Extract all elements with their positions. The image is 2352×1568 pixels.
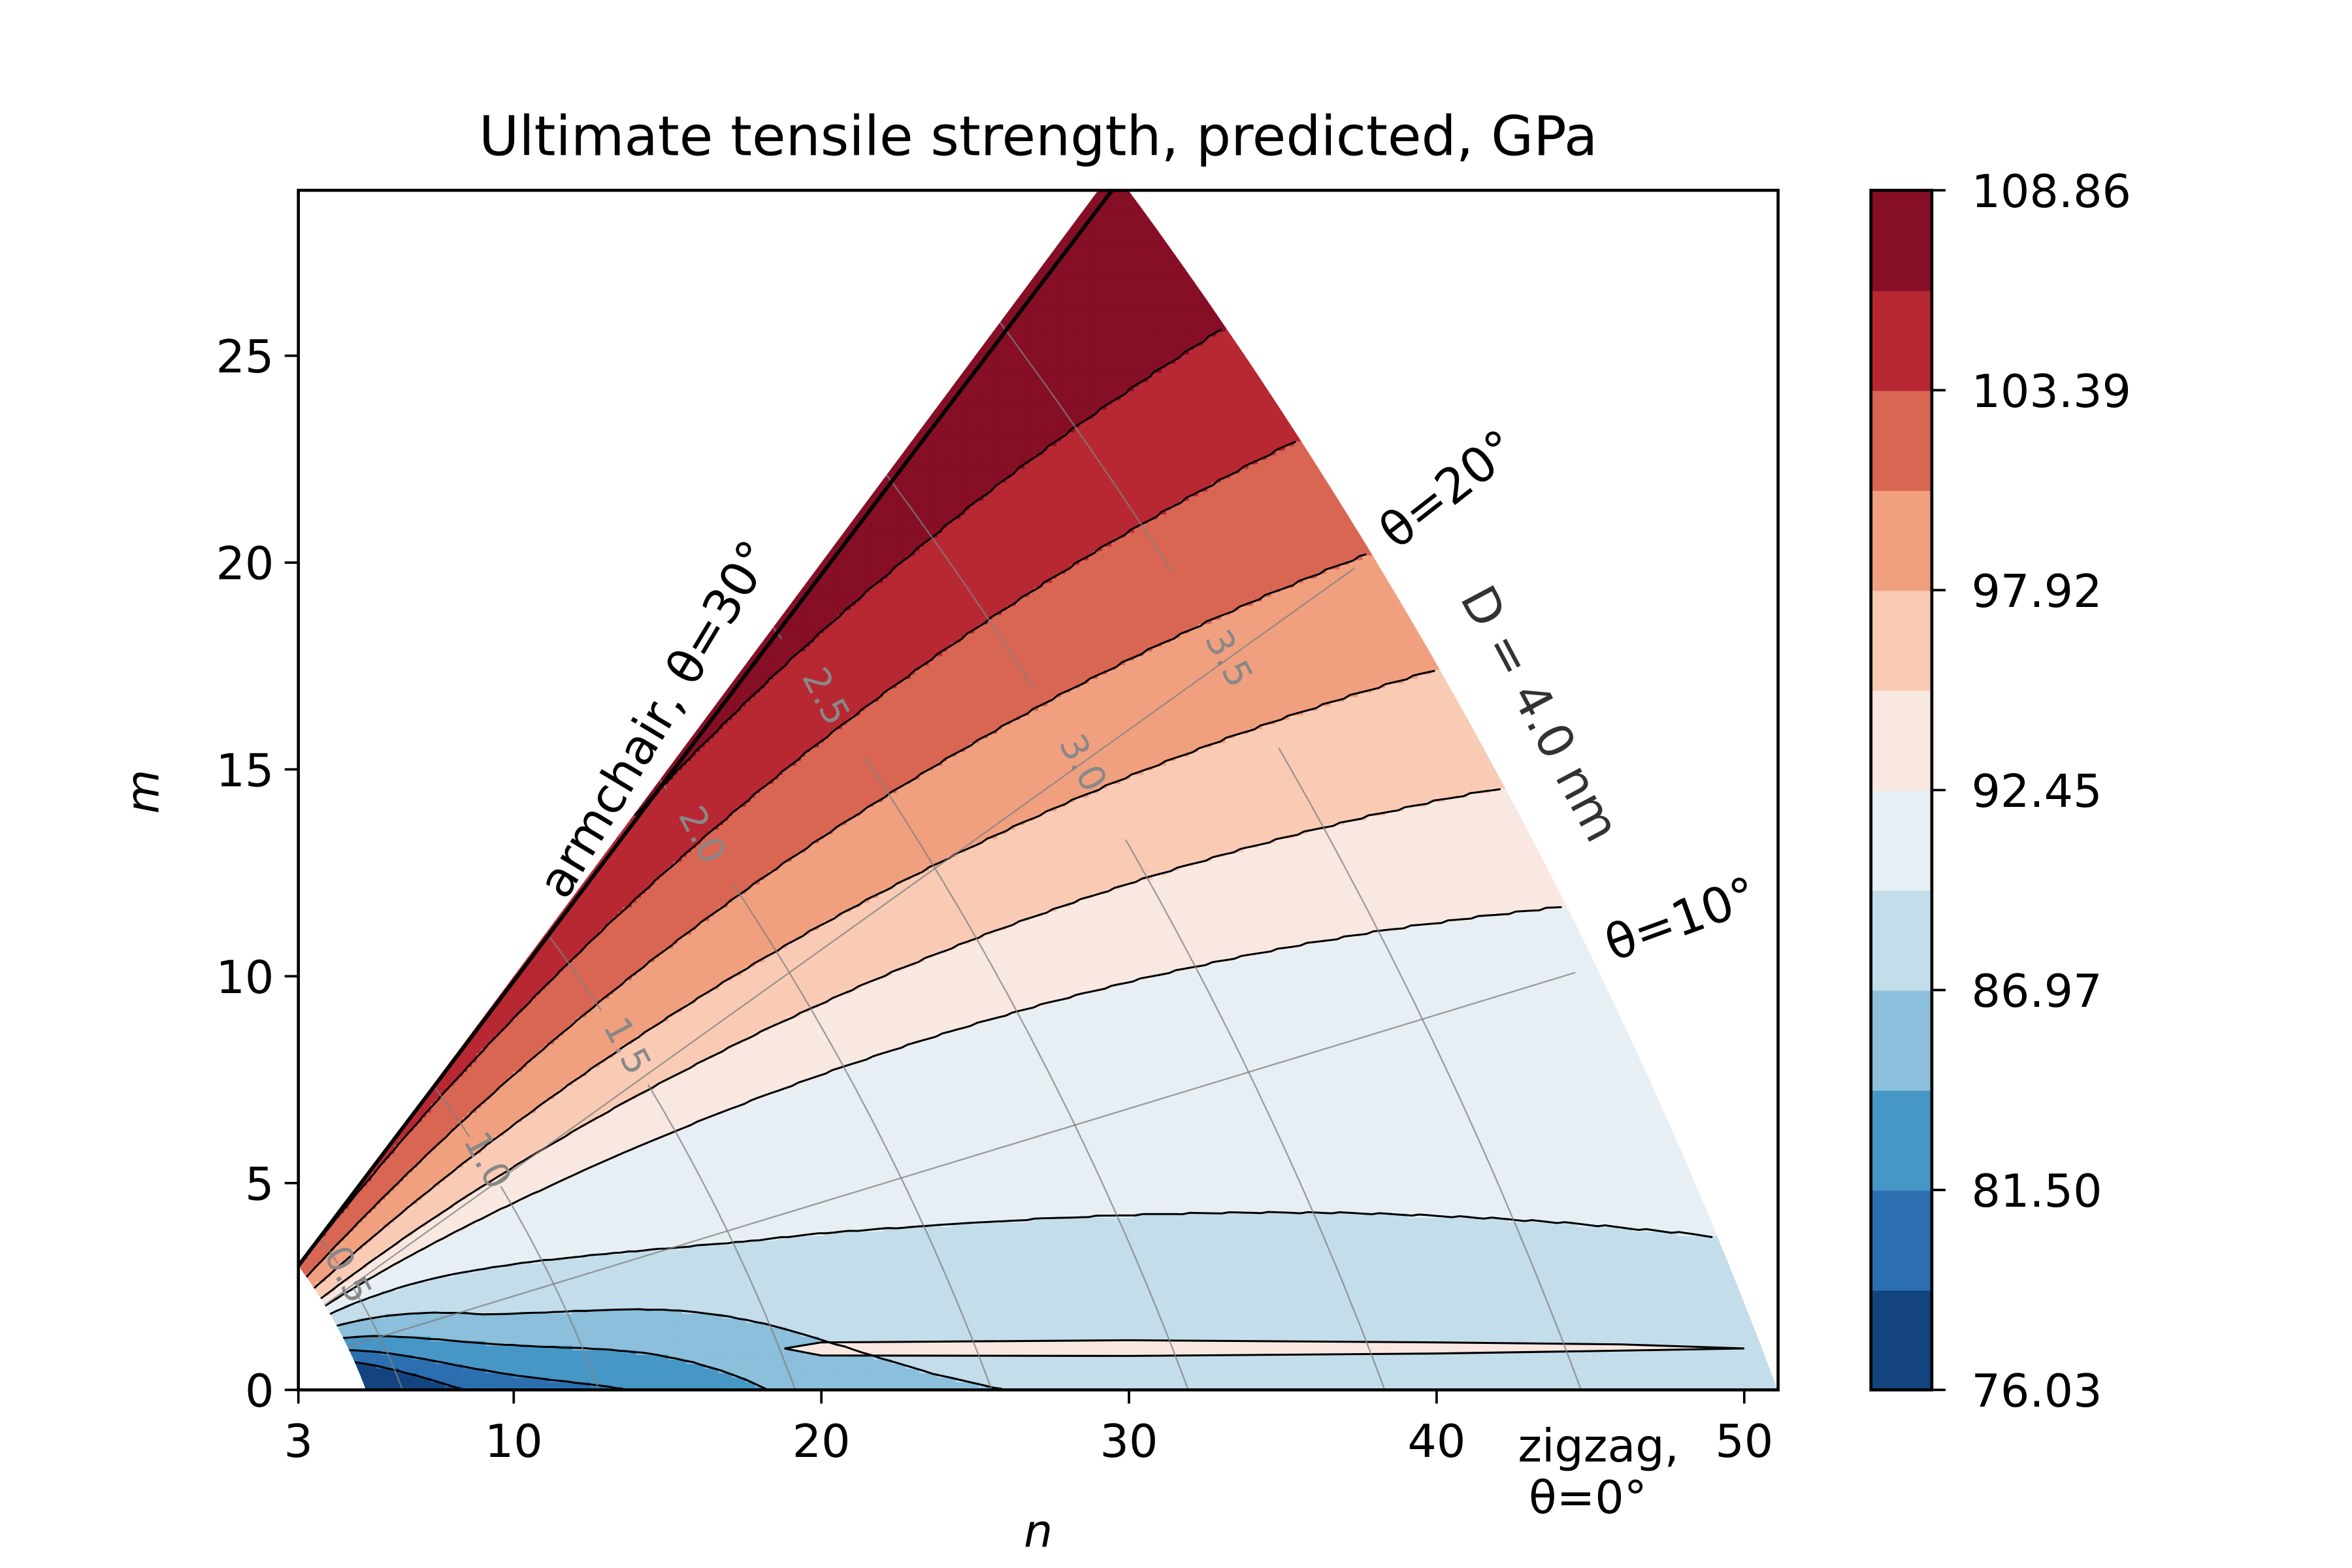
colorbar-band	[1871, 890, 1932, 990]
y-axis-label: m	[116, 770, 169, 814]
colorbar-tick-label: 97.92	[1971, 565, 2102, 618]
colorbar-tick-label: 108.86	[1971, 165, 2131, 218]
y-tick-label: 25	[216, 331, 274, 384]
colorbar-tick-label: 81.50	[1971, 1165, 2102, 1218]
colorbar-band	[1871, 790, 1932, 890]
colorbar-band	[1871, 990, 1932, 1090]
x-tick-label: 3	[284, 1415, 312, 1468]
colorbar: 76.03 81.50 86.97 92.45 97.92 103.39 108.86	[1871, 165, 2131, 1418]
x-tick-label: 10	[485, 1415, 543, 1468]
x-tick-label: 50	[1715, 1415, 1773, 1468]
y-tick-label: 0	[245, 1365, 274, 1418]
y-tick-label: 10	[216, 951, 274, 1004]
colorbar-band	[1871, 1190, 1932, 1290]
colorbar-band	[1871, 1290, 1932, 1390]
colorbar-tick-label: 103.39	[1971, 365, 2131, 418]
colorbar-band	[1871, 1090, 1932, 1190]
y-tick-label: 15	[216, 744, 274, 797]
y-axis: 0 5 10 15 20 25	[216, 331, 298, 1418]
x-tick-label: 30	[1100, 1415, 1158, 1468]
colorbar-band	[1871, 190, 1932, 291]
y-tick-label: 5	[245, 1158, 274, 1211]
chart-title: Ultimate tensile strength, predicted, GP…	[479, 105, 1597, 169]
colorbar-band	[1871, 390, 1932, 491]
colorbar-band	[1871, 690, 1932, 791]
annotation-theta-10: θ=10°	[1597, 866, 1764, 973]
annotation-theta-20: θ=20°	[1369, 419, 1527, 560]
colorbar-band	[1871, 490, 1932, 591]
colorbar-band	[1871, 590, 1932, 691]
colorbar-tick-label: 86.97	[1971, 965, 2102, 1018]
colorbar-tick-label: 92.45	[1971, 765, 2102, 818]
x-tick-label: 40	[1407, 1415, 1465, 1468]
x-axis-label: n	[1024, 1505, 1053, 1558]
annotation-zigzag-angle: θ=0°	[1529, 1471, 1647, 1524]
annotation-zigzag: zigzag,	[1518, 1420, 1679, 1473]
colorbar-band	[1871, 290, 1932, 391]
colorbar-tick-label: 76.03	[1971, 1365, 2102, 1418]
x-tick-label: 20	[792, 1415, 851, 1468]
contour-figure: Ultimate tensile strength, predicted, GP…	[0, 0, 2352, 1568]
y-tick-label: 20	[216, 538, 274, 591]
